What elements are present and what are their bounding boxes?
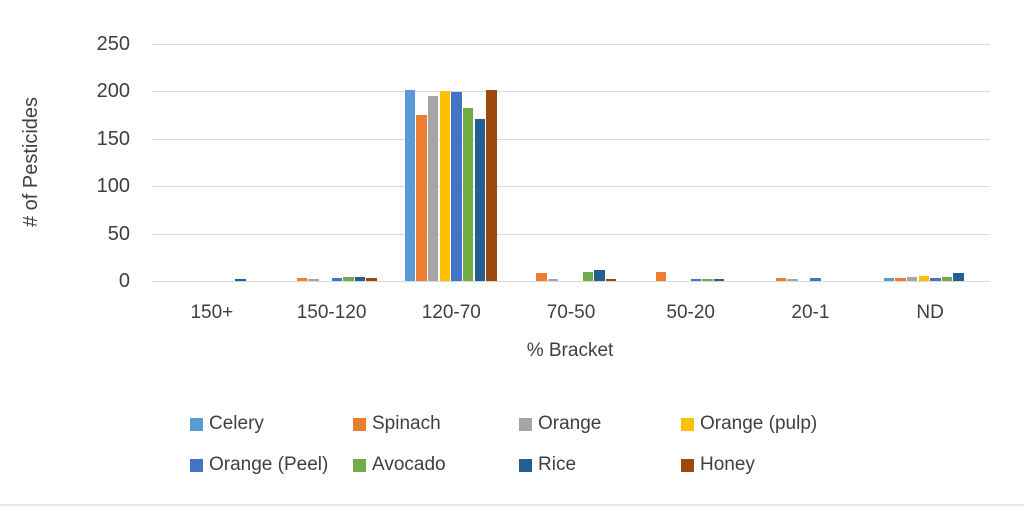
legend-item-avocado: Avocado <box>353 455 446 475</box>
bar-orange-peel-50-20 <box>690 279 702 281</box>
bar-rice-150+ <box>235 279 246 281</box>
legend-label: Celery <box>209 413 264 434</box>
bar-orange-pulp-nd <box>918 276 929 281</box>
legend-item-orange-pulp: Orange (pulp) <box>681 414 817 434</box>
legend-item-orange-peel: Orange (Peel) <box>190 455 328 475</box>
x-tick-label-150+: 150+ <box>190 302 234 323</box>
legend-label: Rice <box>538 454 577 475</box>
bar-honey-120-70 <box>486 90 497 281</box>
bar-orange-150-120 <box>308 279 319 281</box>
bar-orange-peel-nd <box>930 278 941 281</box>
bar-celery-120-70 <box>404 90 416 281</box>
legend-swatch-icon <box>353 458 366 472</box>
legend-label: Orange <box>538 413 602 434</box>
bar-orange-nd <box>906 277 918 281</box>
gridline-y-100 <box>152 186 990 188</box>
bar-spinach-120-70 <box>416 115 427 281</box>
bar-avocado-nd <box>941 277 953 281</box>
bar-spinach-50-20 <box>655 271 667 281</box>
x-tick-label-nd: ND <box>916 302 944 323</box>
bar-rice-150-120 <box>354 277 366 281</box>
gridline-y-250 <box>152 44 990 45</box>
bar-rice-50-20 <box>713 279 725 281</box>
y-axis-title: # of Pesticides <box>20 96 42 228</box>
y-tick-label-50: 50 <box>107 222 130 245</box>
legend-swatch-icon <box>190 458 203 472</box>
legend-item-celery: Celery <box>190 414 264 434</box>
legend-item-spinach: Spinach <box>353 414 441 434</box>
bar-honey-150-120 <box>366 278 377 281</box>
bar-avocado-50-20 <box>702 279 713 281</box>
bar-honey-70-50 <box>605 279 617 281</box>
legend-swatch-icon <box>353 417 366 431</box>
legend-label: Honey <box>700 454 755 475</box>
gridline-y-0 <box>152 281 990 282</box>
bar-spinach-20-1 <box>775 278 786 281</box>
legend-label: Orange (pulp) <box>700 413 818 434</box>
legend-swatch-icon <box>190 417 203 431</box>
x-tick-label-70-50: 70-50 <box>546 302 596 323</box>
x-tick-label-20-1: 20-1 <box>791 302 830 323</box>
bar-orange-peel-20-1 <box>810 278 821 281</box>
bar-rice-nd <box>953 273 964 281</box>
gridline-y-150 <box>152 138 990 140</box>
x-tick-label-120-70: 120-70 <box>421 302 481 323</box>
bar-orange-70-50 <box>547 279 559 281</box>
bar-orange-20-1 <box>787 279 798 281</box>
legend-swatch-icon <box>681 417 694 431</box>
y-tick-label-100: 100 <box>96 175 130 198</box>
y-tick-label-250: 250 <box>96 33 130 55</box>
legend-item-honey: Honey <box>681 455 755 475</box>
bottom-divider <box>0 504 1024 506</box>
gridline-y-50 <box>152 233 990 235</box>
gridline-y-200 <box>152 91 990 93</box>
bar-rice-70-50 <box>594 269 605 281</box>
legend-item-rice: Rice <box>519 455 576 475</box>
bar-avocado-70-50 <box>582 272 594 281</box>
y-tick-label-150: 150 <box>96 127 130 150</box>
legend-label: Avocado <box>372 454 446 475</box>
bar-orange-peel-120-70 <box>451 92 462 281</box>
x-tick-label-50-20: 50-20 <box>666 302 715 323</box>
bar-spinach-70-50 <box>536 273 547 281</box>
bar-celery-nd <box>883 278 895 281</box>
x-tick-label-150-120: 150-120 <box>296 302 367 323</box>
x-axis-title: % Bracket <box>526 340 614 361</box>
legend-swatch-icon <box>519 417 532 431</box>
bar-avocado-120-70 <box>462 107 474 281</box>
legend-swatch-icon <box>681 458 694 472</box>
y-tick-label-0: 0 <box>118 270 130 292</box>
bar-rice-120-70 <box>474 118 485 281</box>
legend-label: Spinach <box>372 413 441 434</box>
legend-swatch-icon <box>519 458 532 472</box>
bar-orange-120-70 <box>428 96 439 281</box>
bar-avocado-150-120 <box>343 277 354 281</box>
bar-spinach-150-120 <box>296 278 308 281</box>
legend-label: Orange (Peel) <box>209 454 329 475</box>
legend-item-orange: Orange <box>519 414 601 434</box>
bar-spinach-nd <box>895 278 906 281</box>
y-tick-label-200: 200 <box>96 80 130 103</box>
bar-orange-pulp-120-70 <box>439 91 451 281</box>
bar-orange-peel-150-120 <box>331 278 342 281</box>
